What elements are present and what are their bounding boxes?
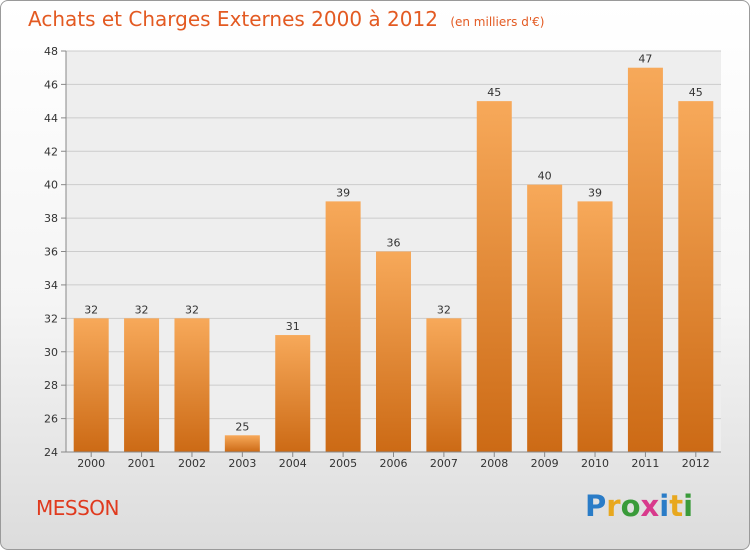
proxiti-logo: Proxiti xyxy=(585,489,693,523)
bar xyxy=(476,101,512,452)
logo-letter: o xyxy=(620,489,641,523)
logo-letter: x xyxy=(640,489,660,523)
bar-value-label: 39 xyxy=(588,186,602,199)
logo-letter: t xyxy=(669,489,684,523)
y-tick-label: 36 xyxy=(44,246,58,259)
bars: 32 32 32 25 31 39 36 32 45 40 39 47 45 xyxy=(73,53,714,452)
x-tick-label: 2001 xyxy=(128,457,156,470)
bar xyxy=(577,201,613,452)
bar-value-label: 36 xyxy=(387,237,401,250)
bar xyxy=(174,318,210,452)
x-tick-label: 2004 xyxy=(279,457,307,470)
x-tick-label: 2005 xyxy=(329,457,357,470)
chart-title: Achats et Charges Externes 2000 à 2012 (… xyxy=(28,7,544,31)
bar xyxy=(426,318,462,452)
x-tick-label: 2011 xyxy=(631,457,659,470)
x-tick-label: 2006 xyxy=(380,457,408,470)
x-tick-label: 2000 xyxy=(77,457,105,470)
x-tick-label: 2007 xyxy=(430,457,458,470)
place-name: MESSON xyxy=(36,496,120,520)
logo-letter: P xyxy=(585,489,607,523)
chart-unit: (en milliers d'€) xyxy=(450,15,545,29)
bar xyxy=(678,101,714,452)
chart-title-text: Achats et Charges Externes 2000 à 2012 xyxy=(28,7,438,31)
y-tick-label: 30 xyxy=(44,346,58,359)
bar-value-label: 47 xyxy=(638,53,652,66)
x-axis: 2000 2001 2002 2003 2004 2005 2006 2007 2008 2009… xyxy=(66,451,721,470)
y-tick-label: 44 xyxy=(44,112,58,125)
y-tick-label: 32 xyxy=(44,312,58,325)
bar-value-label: 32 xyxy=(185,303,199,316)
y-tick-label: 34 xyxy=(44,279,58,292)
bar xyxy=(224,435,260,452)
y-axis: 24 26 28 30 32 34 36 38 40 42 44 46 48 xyxy=(44,45,67,459)
x-tick-label: 2012 xyxy=(682,457,710,470)
logo-letter: i xyxy=(659,489,670,523)
bar xyxy=(325,201,361,452)
y-tick-label: 42 xyxy=(44,145,58,158)
y-tick-label: 38 xyxy=(44,212,58,225)
logo-letter: i xyxy=(683,489,694,523)
x-tick-label: 2002 xyxy=(178,457,206,470)
x-tick-label: 2010 xyxy=(581,457,609,470)
y-tick-label: 26 xyxy=(44,413,58,426)
y-tick-label: 48 xyxy=(44,45,58,58)
bar xyxy=(376,251,411,452)
x-tick-label: 2008 xyxy=(480,457,508,470)
bar xyxy=(73,318,109,452)
y-tick-label: 28 xyxy=(44,379,58,392)
bar xyxy=(527,184,563,452)
x-tick-label: 2003 xyxy=(228,457,256,470)
bar-value-label: 40 xyxy=(538,170,552,183)
bar-value-label: 31 xyxy=(286,320,300,333)
bar xyxy=(124,318,160,452)
x-tick-label: 2009 xyxy=(531,457,559,470)
y-tick-label: 24 xyxy=(44,446,58,459)
bar xyxy=(275,335,311,452)
bar xyxy=(627,67,663,452)
bar-value-label: 32 xyxy=(84,303,98,316)
y-tick-label: 46 xyxy=(44,78,58,91)
bar-value-label: 45 xyxy=(689,86,703,99)
bar-value-label: 32 xyxy=(135,303,149,316)
bar-value-label: 25 xyxy=(235,420,249,433)
bar-value-label: 39 xyxy=(336,186,350,199)
logo-letter: r xyxy=(606,489,621,523)
y-tick-label: 40 xyxy=(44,179,58,192)
bar-value-label: 45 xyxy=(487,86,501,99)
bar-value-label: 32 xyxy=(437,303,451,316)
